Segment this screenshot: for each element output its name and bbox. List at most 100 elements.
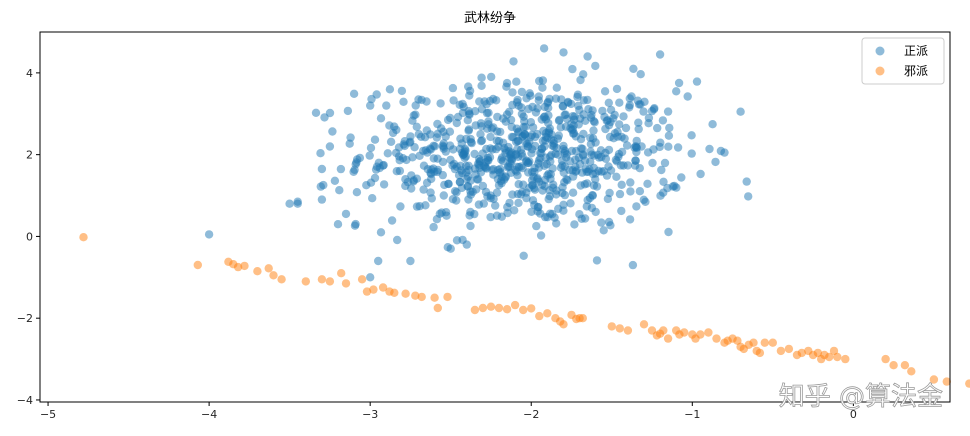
point-zhengpai bbox=[462, 240, 471, 249]
point-zhengpai bbox=[463, 116, 472, 125]
point-xiepai bbox=[615, 324, 624, 333]
point-zhengpai bbox=[659, 177, 668, 186]
point-zhengpai bbox=[432, 133, 441, 142]
point-xiepai bbox=[881, 354, 890, 364]
point-zhengpai bbox=[420, 133, 430, 142]
point-xiepai bbox=[79, 233, 88, 242]
point-zhengpai bbox=[626, 187, 635, 196]
point-xiepai bbox=[833, 352, 842, 362]
point-zhengpai bbox=[530, 141, 540, 151]
point-zhengpai bbox=[527, 207, 536, 216]
point-zhengpai bbox=[474, 175, 483, 184]
point-zhengpai bbox=[579, 70, 588, 79]
point-zhengpai bbox=[514, 198, 523, 208]
point-zhengpai bbox=[446, 244, 455, 253]
watermark: 知乎 @算法金 bbox=[779, 382, 943, 412]
point-zhengpai bbox=[633, 96, 642, 105]
point-xiepai bbox=[760, 338, 769, 347]
point-xiepai bbox=[889, 361, 898, 370]
point-zhengpai bbox=[366, 101, 375, 110]
point-zhengpai bbox=[355, 153, 365, 163]
point-zhengpai bbox=[696, 169, 705, 179]
point-zhengpai bbox=[546, 174, 555, 183]
point-zhengpai bbox=[379, 180, 389, 189]
point-xiepai bbox=[659, 326, 668, 335]
point-zhengpai bbox=[658, 116, 668, 125]
point-xiepai bbox=[900, 361, 910, 370]
point-zhengpai bbox=[577, 144, 586, 153]
point-zhengpai bbox=[438, 170, 447, 180]
point-xiepai bbox=[301, 277, 310, 286]
point-xiepai bbox=[341, 279, 351, 288]
point-zhengpai bbox=[458, 99, 467, 109]
point-zhengpai bbox=[476, 137, 486, 146]
x-tick-label: −2 bbox=[523, 408, 539, 421]
point-xiepai bbox=[841, 354, 850, 364]
legend-label: 正派 bbox=[904, 44, 928, 58]
point-zhengpai bbox=[285, 199, 294, 208]
point-zhengpai bbox=[570, 115, 579, 124]
point-zhengpai bbox=[480, 97, 489, 106]
point-zhengpai bbox=[560, 146, 570, 155]
point-zhengpai bbox=[426, 188, 435, 197]
point-zhengpai bbox=[601, 124, 610, 134]
point-zhengpai bbox=[486, 194, 495, 203]
point-zhengpai bbox=[586, 147, 595, 156]
point-zhengpai bbox=[414, 95, 423, 104]
point-zhengpai bbox=[634, 118, 643, 127]
point-zhengpai bbox=[627, 92, 636, 101]
point-xiepai bbox=[942, 377, 951, 386]
point-zhengpai bbox=[336, 164, 346, 174]
point-zhengpai bbox=[507, 122, 516, 132]
point-xiepai bbox=[733, 336, 742, 345]
legend-label: 邪派 bbox=[904, 64, 928, 78]
point-zhengpai bbox=[558, 183, 567, 192]
point-zhengpai bbox=[552, 190, 561, 199]
point-zhengpai bbox=[486, 132, 495, 142]
point-zhengpai bbox=[491, 201, 500, 210]
point-zhengpai bbox=[634, 124, 643, 134]
point-zhengpai bbox=[615, 98, 624, 107]
point-zhengpai bbox=[465, 109, 474, 118]
x-tick-label: −1 bbox=[684, 408, 700, 421]
point-zhengpai bbox=[672, 87, 681, 96]
point-zhengpai bbox=[374, 256, 383, 266]
point-zhengpai bbox=[632, 202, 641, 211]
point-zhengpai bbox=[539, 126, 548, 136]
point-zhengpai bbox=[579, 129, 588, 139]
point-zhengpai bbox=[488, 166, 497, 175]
point-xiepai bbox=[712, 334, 721, 343]
point-zhengpai bbox=[532, 221, 541, 231]
point-zhengpai bbox=[672, 183, 681, 192]
point-zhengpai bbox=[538, 83, 547, 92]
point-xiepai bbox=[240, 261, 249, 271]
point-zhengpai bbox=[677, 173, 686, 182]
point-zhengpai bbox=[370, 135, 380, 144]
point-zhengpai bbox=[657, 165, 666, 175]
point-zhengpai bbox=[513, 152, 523, 161]
point-zhengpai bbox=[366, 143, 376, 153]
point-zhengpai bbox=[439, 127, 448, 136]
point-zhengpai bbox=[639, 107, 648, 116]
point-zhengpai bbox=[474, 200, 484, 209]
point-zhengpai bbox=[449, 145, 458, 154]
point-xiepai bbox=[193, 260, 202, 270]
point-zhengpai bbox=[665, 123, 674, 133]
point-zhengpai bbox=[517, 145, 526, 154]
point-zhengpai bbox=[559, 48, 568, 57]
point-zhengpai bbox=[367, 94, 376, 104]
point-zhengpai bbox=[204, 230, 214, 239]
point-zhengpai bbox=[597, 218, 606, 227]
point-zhengpai bbox=[573, 90, 583, 99]
point-zhengpai bbox=[580, 156, 590, 165]
point-zhengpai bbox=[452, 236, 462, 245]
point-zhengpai bbox=[494, 136, 504, 146]
point-xiepai bbox=[527, 304, 536, 313]
point-zhengpai bbox=[673, 143, 683, 152]
point-zhengpai bbox=[376, 228, 386, 237]
point-zhengpai bbox=[484, 120, 493, 129]
point-zhengpai bbox=[476, 130, 485, 139]
point-zhengpai bbox=[419, 185, 428, 194]
point-zhengpai bbox=[517, 87, 527, 97]
